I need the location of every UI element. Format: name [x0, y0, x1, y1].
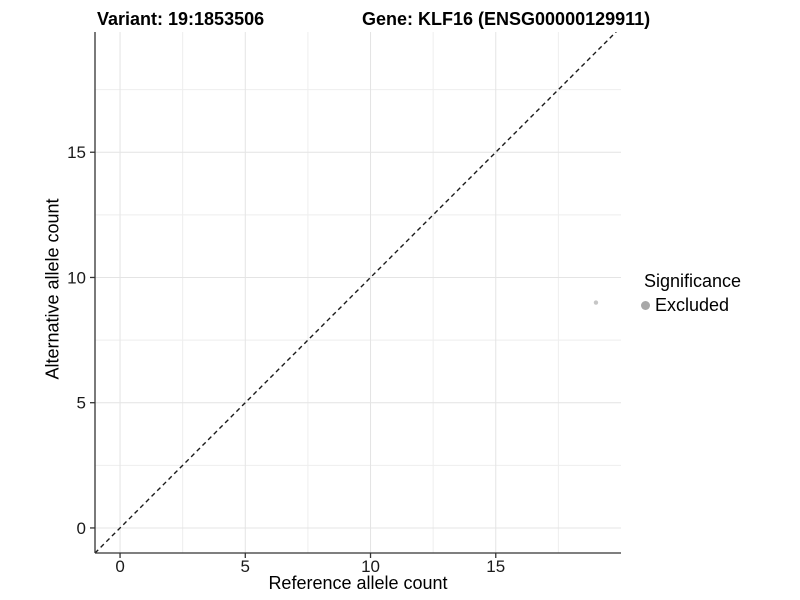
legend-title: Significance — [644, 271, 742, 291]
y-tick-label: 5 — [77, 394, 86, 413]
x-axis-title: Reference allele count — [268, 573, 448, 593]
identity-line — [95, 32, 617, 553]
legend-point-icon — [641, 300, 650, 310]
data-point — [593, 300, 599, 305]
legend-item-excluded: Excluded — [641, 295, 741, 315]
y-axis-title: Alternative allele count — [42, 198, 63, 380]
legend-item-label: Excluded — [655, 294, 730, 315]
x-tick-label: 5 — [241, 557, 250, 576]
y-tick-label: 10 — [67, 268, 86, 287]
y-tick-label: 0 — [77, 519, 86, 538]
variant-title: Variant: 19:1853506 — [97, 9, 265, 29]
x-tick-label: 0 — [115, 557, 124, 576]
y-tick-label: 15 — [67, 143, 86, 162]
gene-title: Gene: KLF16 (ENSG00000129911) — [362, 9, 651, 29]
x-tick-label: 15 — [486, 557, 505, 576]
x-tick-label: 10 — [361, 557, 380, 576]
legend: Significance Excluded — [641, 271, 741, 315]
